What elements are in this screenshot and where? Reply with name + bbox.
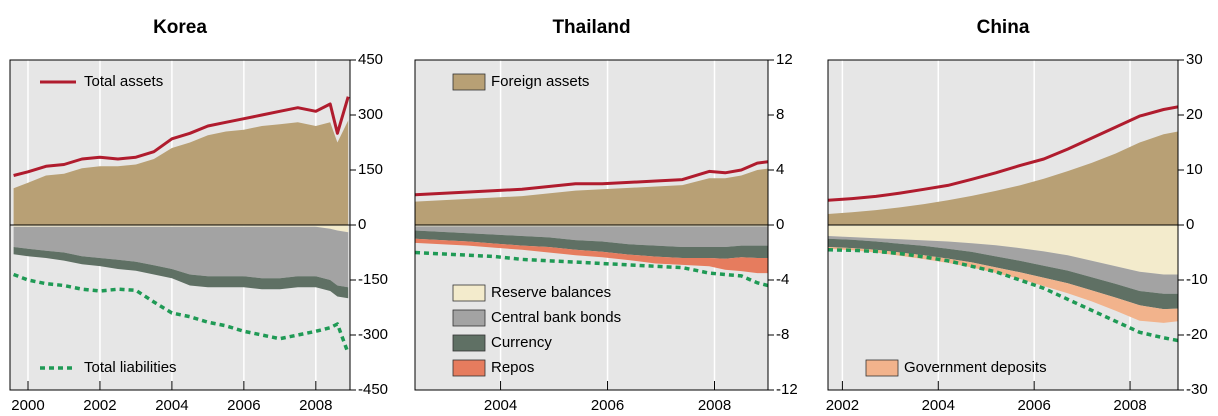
y-tick-label: -450 (358, 381, 388, 398)
x-tick-label: 2004 (155, 397, 188, 414)
stacked-area (828, 236, 1178, 294)
stacked-area (13, 225, 349, 233)
legend-swatch (452, 309, 486, 327)
legend-label: Total liabilities (84, 359, 177, 376)
stacked-area (415, 168, 768, 225)
legend-swatch (452, 334, 486, 352)
stacked-area (13, 247, 349, 299)
panel: -30 -20 -10 0 10 20 30 2002 2004 2006 2008 China Gov… (826, 17, 1208, 414)
x-tick-label: 2004 (484, 397, 517, 414)
y-tick-label: 0 (358, 216, 366, 233)
x-tick-label: 2008 (1113, 397, 1146, 414)
panel: -12 -8 -4 0 4 8 12 2004 2006 2008 Thailand Foreign … (414, 17, 798, 414)
plot-area (415, 60, 768, 390)
x-tick-label: 2000 (11, 397, 44, 414)
legend-swatch (452, 284, 486, 302)
chart-title: Thailand (552, 17, 630, 38)
x-tick-label: 2002 (83, 397, 116, 414)
x-tick-label: 2004 (922, 397, 955, 414)
y-tick-label: -150 (358, 271, 388, 288)
chart-title: China (977, 17, 1030, 38)
stacked-area (828, 131, 1178, 225)
panel: -450 -300 -150 0 150 300 450 2000 2002 2004 2006 20… (9, 17, 388, 414)
y-tick-label: -8 (776, 326, 789, 343)
legend-swatch (452, 359, 486, 377)
y-tick-label: -10 (1186, 271, 1208, 288)
x-tick-label: 2006 (1017, 397, 1050, 414)
y-tick-label: 0 (776, 216, 784, 233)
dashed-line (415, 250, 768, 288)
y-tick-label: 30 (1186, 51, 1203, 68)
x-tick-label: 2002 (826, 397, 859, 414)
legend-label: Repos (491, 359, 534, 376)
y-tick-label: 450 (358, 51, 383, 68)
y-tick-label: -4 (776, 271, 789, 288)
stacked-area (415, 226, 768, 247)
y-tick-label: -12 (776, 381, 798, 398)
y-tick-label: 150 (358, 161, 383, 178)
legend-swatch (452, 73, 486, 91)
legend-label: Currency (491, 334, 552, 351)
plot-area (10, 60, 350, 390)
y-tick-label: -30 (1186, 381, 1208, 398)
x-tick-label: 2008 (299, 397, 332, 414)
y-tick-label: 10 (1186, 161, 1203, 178)
stacked-area (828, 225, 1178, 275)
x-tick-label: 2008 (698, 397, 731, 414)
legend-label: Foreign assets (491, 73, 589, 90)
line (13, 96, 350, 177)
line (415, 160, 768, 197)
legend-label: Reserve balances (491, 284, 611, 301)
dashed-line (12, 272, 350, 354)
y-tick-label: 300 (358, 106, 383, 123)
stacked-area (828, 238, 1178, 310)
stacked-area (13, 120, 349, 225)
x-tick-label: 2006 (591, 397, 624, 414)
legend-label: Central bank bonds (491, 309, 621, 326)
y-tick-label: 4 (776, 161, 784, 178)
stacked-area (828, 247, 1178, 323)
y-tick-label: 0 (1186, 216, 1194, 233)
stacked-area (415, 230, 768, 259)
chart-title: Korea (153, 17, 207, 38)
line (828, 105, 1178, 202)
plot-area (828, 60, 1178, 390)
y-tick-label: 8 (776, 106, 784, 123)
y-tick-label: 20 (1186, 106, 1203, 123)
x-tick-label: 2006 (227, 397, 260, 414)
y-tick-label: 12 (776, 51, 793, 68)
legend-label: Total assets (84, 73, 163, 90)
y-tick-label: -20 (1186, 326, 1208, 343)
dashed-line (828, 248, 1178, 343)
stacked-area (13, 226, 349, 288)
legend-label: Government deposits (904, 359, 1047, 376)
y-tick-label: -300 (358, 326, 388, 343)
legend-swatch (865, 359, 899, 377)
stacked-area (415, 238, 768, 274)
